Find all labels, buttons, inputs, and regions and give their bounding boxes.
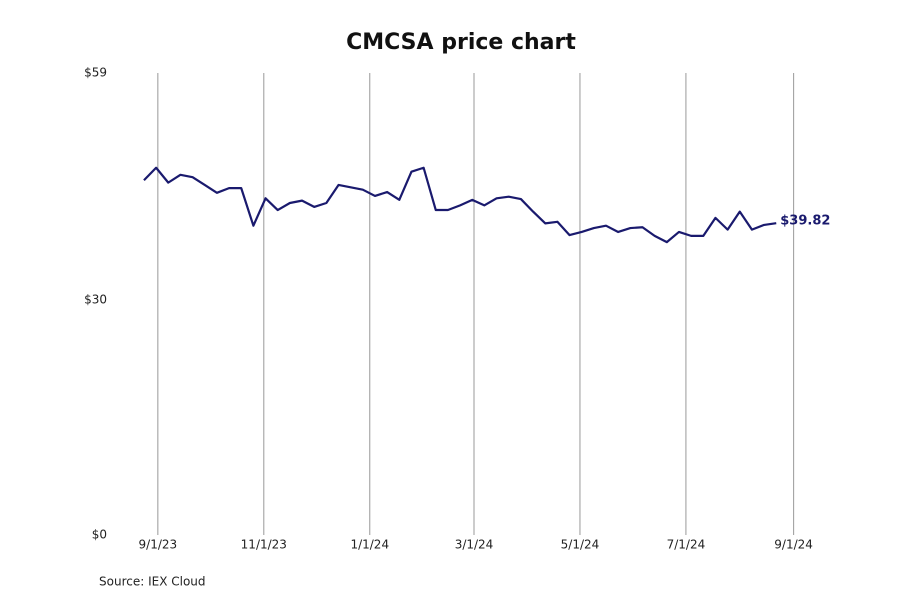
y-tick-label: $59 — [84, 66, 107, 80]
source-note: Source: IEX Cloud — [99, 575, 206, 589]
x-tick-label: 3/1/24 — [455, 538, 494, 552]
chart-title: CMCSA price chart — [346, 30, 576, 55]
last-price-label: $39.82 — [780, 214, 830, 229]
y-tick-label: $30 — [84, 293, 107, 307]
x-tick-label: 1/1/24 — [350, 538, 389, 552]
x-tick-label: 7/1/24 — [667, 538, 706, 552]
price-line — [143, 166, 777, 244]
x-tick-label: 11/1/23 — [241, 538, 287, 552]
x-tick-label: 9/1/24 — [774, 538, 813, 552]
y-tick-label: $0 — [92, 528, 107, 542]
x-tick-label: 5/1/24 — [561, 538, 600, 552]
x-tick-label: 9/1/23 — [139, 538, 178, 552]
